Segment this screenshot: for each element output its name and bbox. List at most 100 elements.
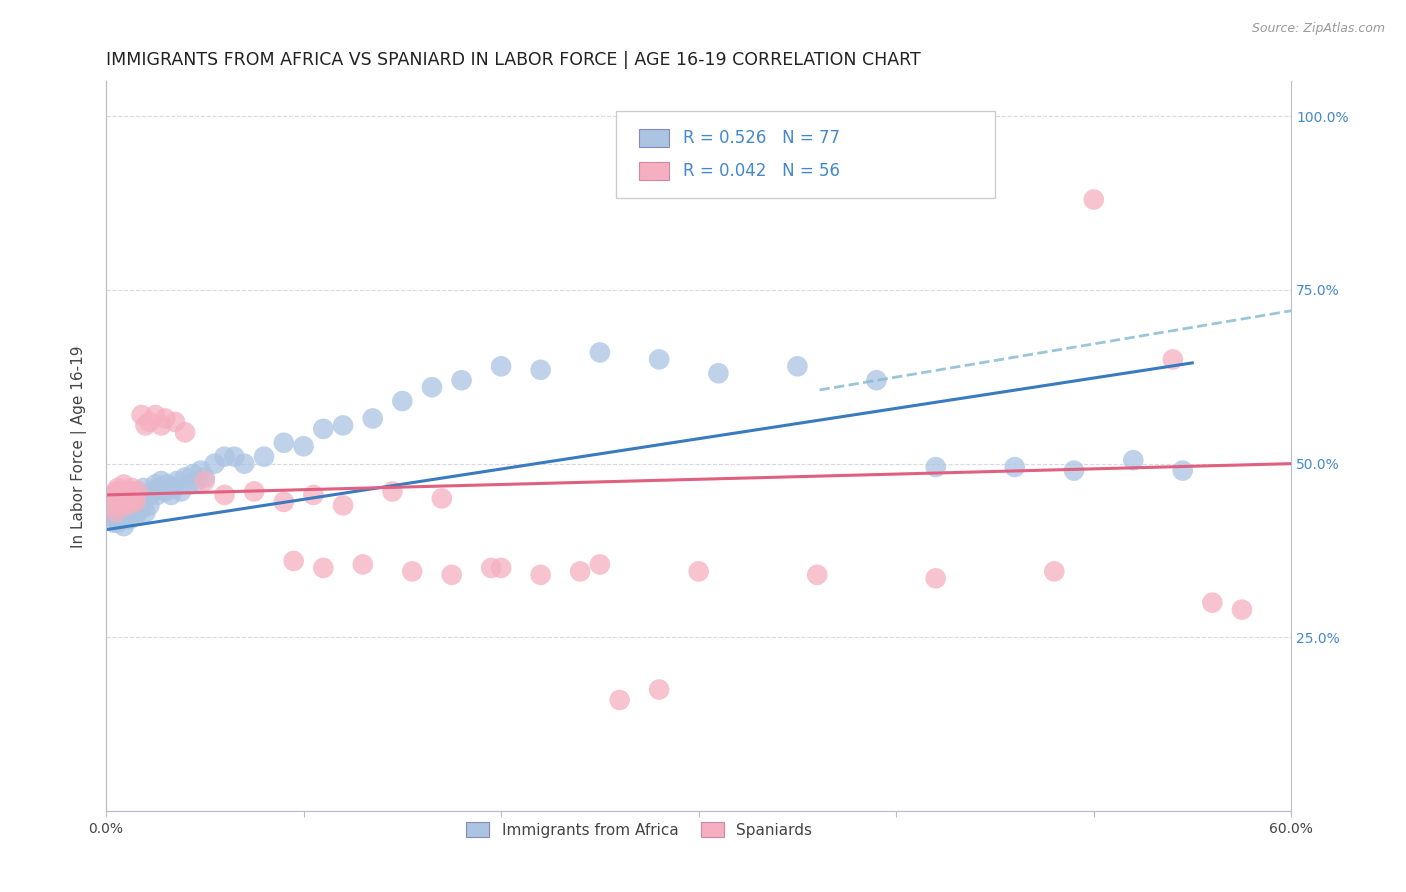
Point — [162, 481, 184, 495]
Point — [283, 554, 305, 568]
Point — [174, 425, 197, 440]
Point — [1063, 464, 1085, 478]
Point — [292, 439, 315, 453]
Point — [186, 474, 208, 488]
Point — [104, 499, 127, 513]
Point — [134, 491, 156, 506]
Point — [233, 457, 256, 471]
Point — [117, 499, 139, 513]
Point — [688, 565, 710, 579]
Point — [111, 499, 134, 513]
Point — [145, 408, 167, 422]
Text: R = 0.526   N = 77: R = 0.526 N = 77 — [683, 129, 841, 147]
Point — [530, 567, 553, 582]
Point — [1171, 464, 1194, 478]
Point — [112, 519, 135, 533]
Point — [155, 484, 177, 499]
Point — [177, 477, 200, 491]
Point — [420, 380, 443, 394]
FancyBboxPatch shape — [640, 129, 669, 147]
Point — [103, 505, 125, 519]
Point — [194, 470, 217, 484]
Point — [609, 693, 631, 707]
Point — [925, 571, 948, 585]
Point — [121, 481, 143, 495]
Point — [273, 435, 295, 450]
Point — [150, 418, 173, 433]
Point — [648, 352, 671, 367]
FancyBboxPatch shape — [640, 162, 669, 180]
Point — [112, 477, 135, 491]
Point — [165, 415, 187, 429]
Point — [214, 450, 236, 464]
Point — [160, 488, 183, 502]
Point — [122, 491, 145, 506]
Point — [131, 501, 153, 516]
Point — [122, 505, 145, 519]
Point — [107, 501, 129, 516]
Point — [104, 505, 127, 519]
Point — [146, 488, 169, 502]
Point — [312, 561, 335, 575]
Point — [114, 495, 136, 509]
Text: R = 0.042   N = 56: R = 0.042 N = 56 — [683, 162, 841, 180]
Text: IMMIGRANTS FROM AFRICA VS SPANIARD IN LABOR FORCE | AGE 16-19 CORRELATION CHART: IMMIGRANTS FROM AFRICA VS SPANIARD IN LA… — [105, 51, 921, 69]
Point — [107, 481, 129, 495]
Point — [138, 488, 160, 502]
Point — [569, 565, 592, 579]
Point — [204, 457, 226, 471]
FancyBboxPatch shape — [616, 111, 995, 198]
Point — [98, 491, 121, 506]
Point — [108, 505, 131, 519]
Point — [1083, 193, 1105, 207]
Point — [134, 418, 156, 433]
Point — [214, 488, 236, 502]
Point — [391, 394, 413, 409]
Point — [114, 508, 136, 523]
Point — [121, 499, 143, 513]
Point — [273, 495, 295, 509]
Point — [124, 495, 146, 509]
Point — [170, 484, 193, 499]
Point — [118, 512, 141, 526]
Point — [98, 501, 121, 516]
Point — [312, 422, 335, 436]
Point — [118, 491, 141, 506]
Point — [127, 484, 149, 499]
Point — [865, 373, 887, 387]
Point — [150, 474, 173, 488]
Point — [107, 495, 129, 509]
Point — [401, 565, 423, 579]
Point — [589, 558, 612, 572]
Point — [479, 561, 502, 575]
Point — [174, 470, 197, 484]
Text: Source: ZipAtlas.com: Source: ZipAtlas.com — [1251, 22, 1385, 36]
Point — [302, 488, 325, 502]
Point — [101, 495, 124, 509]
Point — [194, 474, 217, 488]
Point — [925, 460, 948, 475]
Point — [138, 499, 160, 513]
Point — [253, 450, 276, 464]
Point — [127, 484, 149, 499]
Point — [145, 477, 167, 491]
Point — [107, 516, 129, 530]
Point — [114, 495, 136, 509]
Point — [440, 567, 463, 582]
Point — [124, 508, 146, 523]
Point — [489, 359, 512, 374]
Point — [1122, 453, 1144, 467]
Y-axis label: In Labor Force | Age 16-19: In Labor Force | Age 16-19 — [72, 345, 87, 548]
Point — [450, 373, 472, 387]
Point — [1043, 565, 1066, 579]
Point — [155, 411, 177, 425]
Point — [111, 484, 134, 499]
Point — [1161, 352, 1184, 367]
Point — [156, 477, 179, 491]
Point — [104, 484, 127, 499]
Point — [148, 481, 170, 495]
Point — [111, 499, 134, 513]
Point — [118, 488, 141, 502]
Point — [111, 512, 134, 526]
Point — [111, 488, 134, 502]
